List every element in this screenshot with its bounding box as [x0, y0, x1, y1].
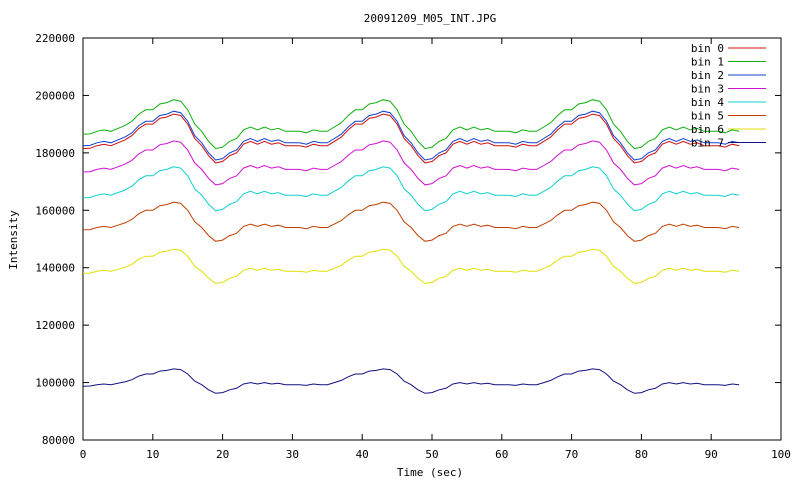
- legend-label: bin 6: [691, 123, 724, 136]
- x-tick-label: 0: [80, 448, 87, 461]
- x-tick-label: 50: [425, 448, 438, 461]
- y-tick-label: 180000: [35, 147, 75, 160]
- y-tick-label: 120000: [35, 319, 75, 332]
- legend-label: bin 5: [691, 110, 724, 123]
- series-line-bin-6: [82, 248, 740, 284]
- x-axis-ticks: 0 10 20 30 40 50 60 70 80 90 100: [80, 38, 791, 461]
- series-group: [82, 99, 740, 394]
- y-axis-label: Intensity: [7, 210, 20, 270]
- x-tick-label: 20: [216, 448, 229, 461]
- legend-label: bin 4: [691, 96, 724, 109]
- y-tick-label: 80000: [42, 434, 75, 447]
- x-tick-label: 70: [565, 448, 578, 461]
- x-tick-label: 60: [495, 448, 508, 461]
- x-tick-label: 80: [635, 448, 648, 461]
- y-tick-label: 100000: [35, 377, 75, 390]
- series-line-bin-3: [82, 140, 740, 186]
- legend-label: bin 3: [691, 83, 724, 96]
- series-line-bin-5: [82, 201, 740, 242]
- x-axis-label: Time (sec): [397, 466, 463, 479]
- series-line-bin-7: [82, 368, 740, 394]
- y-tick-label: 160000: [35, 204, 75, 217]
- series-line-bin-1: [82, 99, 740, 150]
- plot-frame: [82, 37, 782, 441]
- legend-label: bin 2: [691, 69, 724, 82]
- x-tick-label: 100: [771, 448, 791, 461]
- x-tick-label: 40: [356, 448, 369, 461]
- y-tick-label: 140000: [35, 262, 75, 275]
- y-axis-ticks: 80000 100000 120000 140000 160000 180000 20000…: [35, 32, 781, 447]
- legend-label: bin 1: [691, 56, 724, 69]
- y-tick-label: 200000: [35, 89, 75, 102]
- series-line-bin-0: [82, 113, 740, 164]
- legend-label: bin 0: [691, 42, 724, 55]
- legend-label: bin 7: [691, 137, 724, 150]
- series-line-bin-4: [82, 166, 740, 212]
- plot-border: [82, 37, 782, 441]
- x-tick-label: 10: [146, 448, 159, 461]
- y-tick-label: 220000: [35, 32, 75, 45]
- x-tick-label: 30: [286, 448, 299, 461]
- chart-title: 20091209_M05_INT.JPG: [364, 12, 496, 25]
- series-line-bin-2: [82, 110, 740, 161]
- x-tick-label: 90: [705, 448, 718, 461]
